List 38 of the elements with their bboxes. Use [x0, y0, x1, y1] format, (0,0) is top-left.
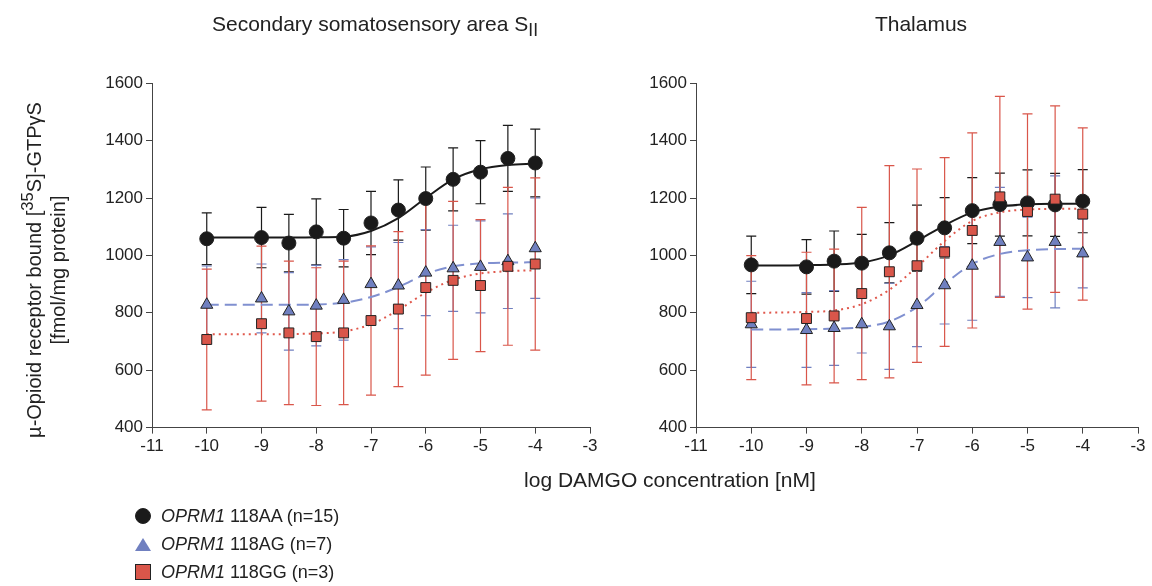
y-tick-label: 400 — [114, 417, 143, 437]
y-tick-label: 600 — [658, 359, 687, 379]
x-tick-label: -8 — [854, 436, 870, 456]
x-tick-label: -11 — [140, 436, 164, 456]
x-tick-label: -3 — [582, 436, 598, 456]
y-tick-label: 1200 — [105, 187, 143, 207]
y-tick-label: 1000 — [105, 245, 143, 265]
x-tick-label: -5 — [472, 436, 489, 456]
y-tick-label: 1400 — [649, 130, 687, 150]
x-tick-label: -4 — [1075, 436, 1091, 456]
legend-label: OPRM1 118AA (n=15) — [161, 505, 340, 527]
y-tick-label: 1600 — [105, 72, 143, 92]
x-tick-label: -6 — [418, 436, 434, 456]
x-tick-label: -9 — [798, 436, 815, 456]
x-tick-label: -7 — [363, 436, 379, 456]
y-tick-label: 1400 — [105, 130, 143, 150]
legend-label: OPRM1 118GG (n=3) — [161, 561, 335, 583]
x-tick-label: -8 — [308, 436, 324, 456]
x-tick-label: -10 — [738, 436, 764, 456]
legend-label: OPRM1 118AG (n=7) — [161, 533, 333, 555]
y-tick-label: 600 — [114, 359, 143, 379]
y-tick-label: 1000 — [649, 245, 687, 265]
x-tick-label: -11 — [684, 436, 708, 456]
chart-title: Thalamus — [873, 12, 969, 36]
x-tick-label: -9 — [253, 436, 270, 456]
y-tick-label: 800 — [658, 302, 687, 322]
x-tick-label: -3 — [1130, 436, 1146, 456]
x-tick-label: -4 — [527, 436, 543, 456]
y-tick-label: 800 — [114, 302, 143, 322]
x-axis-title: log DAMGO concentration [nM] — [523, 468, 817, 492]
x-tick-label: -10 — [194, 436, 220, 456]
x-tick-label: -6 — [964, 436, 980, 456]
x-tick-label: -5 — [1019, 436, 1036, 456]
y-tick-label: 1200 — [649, 187, 687, 207]
y-tick-label: 1600 — [649, 72, 687, 92]
y-tick-label: 400 — [658, 417, 687, 437]
chart-title: Secondary somatosensory area S$_{II}$ — [210, 12, 540, 42]
x-tick-label: -7 — [909, 436, 925, 456]
